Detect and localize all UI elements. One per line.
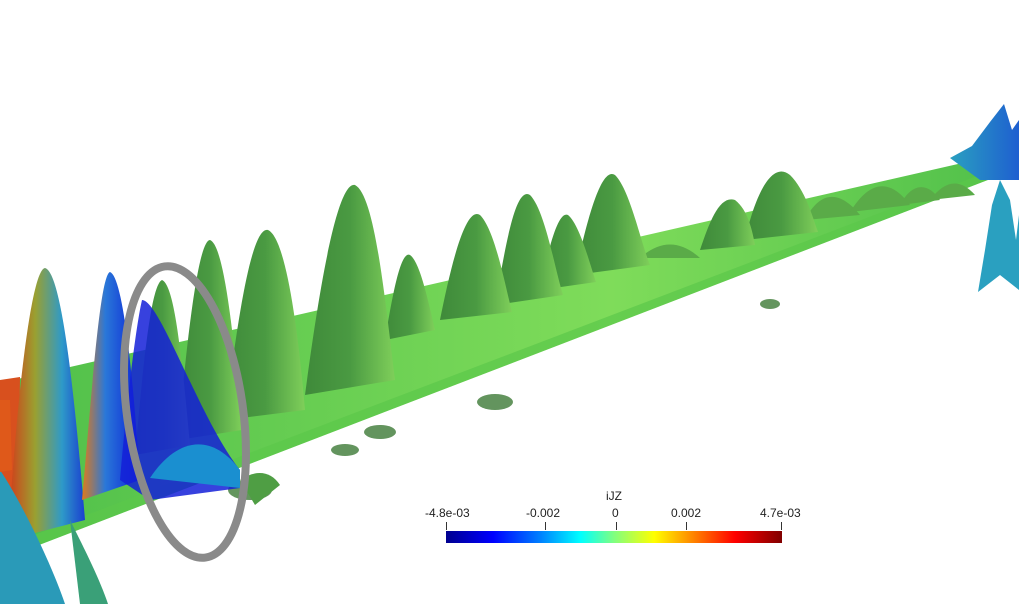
probe-ring xyxy=(120,262,250,562)
colorbar-tick-label: -0.002 xyxy=(526,506,561,520)
ripple-bumps-far xyxy=(640,183,975,258)
far-end-spikes xyxy=(950,104,1019,292)
colorbar-tick xyxy=(545,522,546,530)
colorbar-tick-label: 0 xyxy=(612,506,619,520)
colorbar-gradient xyxy=(446,531,782,543)
colorbar-tick-label: 4.7e-03 xyxy=(760,506,801,520)
field-strip-edge xyxy=(0,160,1019,560)
colorbar-tick xyxy=(616,522,617,530)
colorbar-tick xyxy=(781,522,782,530)
green-peaks xyxy=(135,171,818,455)
colorbar-tick-label: 0.002 xyxy=(671,506,702,520)
colorbar-tick xyxy=(686,522,687,530)
colorbar-tick xyxy=(446,522,447,530)
colorbar-title: iJZ xyxy=(606,489,622,503)
colorbar-tick-label: -4.8e-03 xyxy=(425,506,470,520)
colored-peaks xyxy=(0,268,240,604)
front-lobes xyxy=(240,473,280,505)
